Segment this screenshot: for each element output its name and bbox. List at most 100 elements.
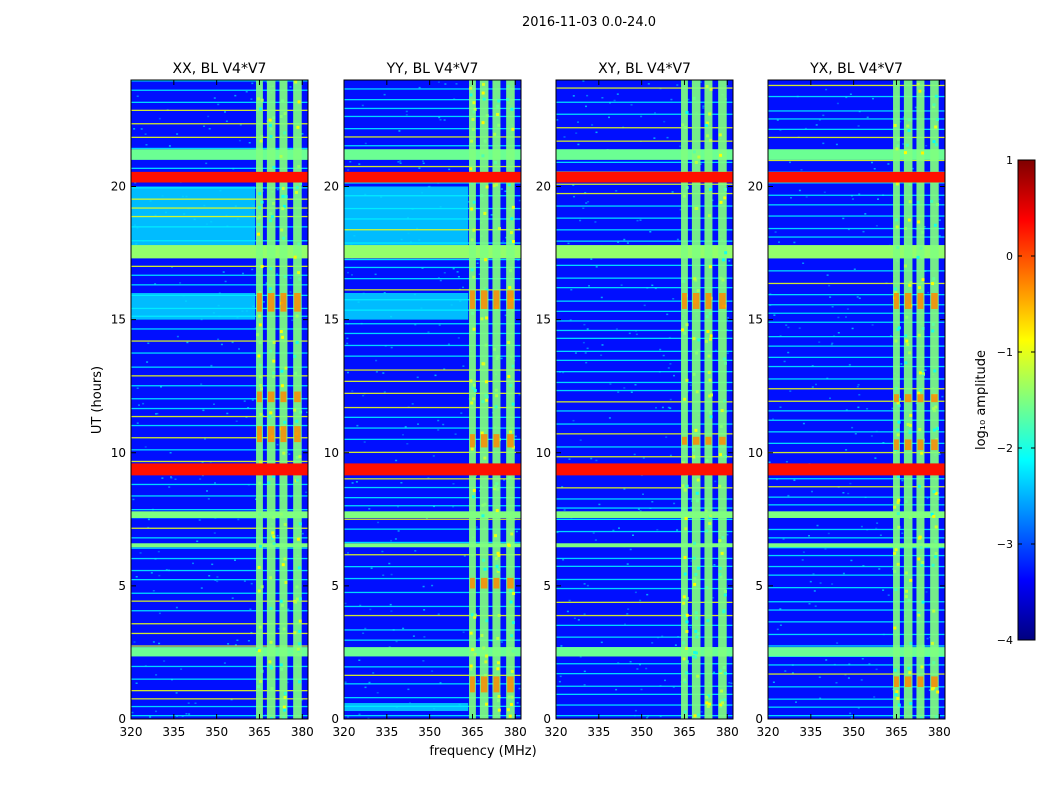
rfi-speckle [257, 565, 261, 569]
time-stripe [556, 673, 733, 675]
noise-speckle [601, 344, 604, 346]
noise-speckle [404, 426, 407, 428]
time-stripe [344, 639, 521, 641]
noise-speckle [556, 119, 559, 121]
noise-speckle [730, 682, 733, 685]
noise-speckle [398, 130, 401, 132]
rfi-speckle [282, 705, 286, 709]
rfi-speckle [894, 218, 898, 222]
noise-speckle [640, 115, 643, 118]
rfi-speckle [904, 227, 908, 231]
noise-speckle [383, 93, 386, 96]
noise-speckle [133, 128, 136, 130]
noise-speckle [518, 393, 521, 396]
time-stripe [556, 601, 733, 603]
time-stripe [768, 388, 945, 390]
panel-title: YY, BL V4*V7 [386, 61, 479, 77]
time-stripe [131, 678, 308, 680]
rfi-speckle [509, 231, 513, 235]
noise-speckle [250, 582, 253, 585]
rfi-speckle [685, 671, 689, 675]
rfi-speckle [470, 401, 474, 405]
noise-speckle [712, 597, 715, 599]
rfi-speckle [694, 160, 698, 164]
noise-speckle [728, 682, 731, 684]
time-stripe [556, 192, 733, 195]
rfi-speckle [258, 205, 262, 209]
time-stripe [344, 666, 521, 668]
noise-speckle [819, 582, 822, 584]
rfi-speckle [685, 378, 689, 382]
noise-speckle [369, 608, 372, 611]
rfi-speckle [908, 351, 912, 355]
noise-speckle [666, 136, 669, 139]
rfi-speckle [485, 395, 489, 399]
noise-speckle [556, 531, 559, 534]
rfi-speckle [919, 716, 923, 719]
rfi-speckle [485, 185, 489, 189]
time-stripe [556, 277, 733, 279]
rfi-hotspot [917, 293, 924, 309]
rfi-speckle [470, 207, 474, 211]
rfi-hotspot [470, 676, 475, 693]
rfi-speckle [695, 499, 699, 503]
time-stripe [131, 665, 308, 668]
time-stripe [768, 356, 945, 358]
rfi-speckle [472, 110, 476, 114]
noise-speckle [813, 590, 816, 592]
noise-speckle [561, 486, 564, 488]
time-stripe [344, 505, 521, 507]
rfi-speckle [893, 626, 897, 630]
noise-speckle [135, 576, 138, 578]
noise-speckle [223, 662, 226, 664]
rfi-speckle [908, 200, 912, 204]
rfi-speckle [685, 323, 689, 327]
rfi-speckle [282, 716, 286, 719]
rfi-speckle [693, 582, 697, 586]
noise-speckle [656, 529, 659, 531]
rfi-speckle [267, 481, 271, 485]
x-tick-label: 335 [799, 725, 822, 739]
rfi-speckle [482, 362, 486, 366]
time-stripe [344, 486, 521, 489]
noise-speckle [902, 143, 905, 145]
time-stripe [131, 89, 308, 91]
rfi-speckle [259, 460, 263, 464]
rfi-speckle [472, 101, 476, 105]
noise-speckle [364, 686, 367, 689]
time-stripe [556, 205, 733, 207]
rfi-speckle [295, 478, 299, 482]
noise-speckle [860, 525, 863, 528]
noise-speckle [815, 124, 818, 126]
rfi-speckle [723, 455, 727, 459]
noise-speckle [849, 482, 852, 485]
rfi-speckle [485, 398, 489, 402]
time-stripe [131, 101, 308, 103]
time-stripe [131, 265, 308, 267]
noise-speckle [375, 371, 378, 373]
noise-speckle [514, 435, 517, 438]
noise-speckle [216, 580, 219, 583]
time-band [131, 511, 308, 518]
y-tick-label: 10 [536, 446, 551, 460]
noise-speckle [646, 716, 649, 719]
noise-speckle [291, 319, 294, 321]
noise-speckle [768, 461, 771, 463]
noise-speckle [216, 576, 219, 578]
noise-speckle [577, 619, 580, 621]
noise-speckle [150, 572, 153, 574]
time-band [344, 543, 521, 548]
rfi-speckle [295, 340, 299, 344]
x-tick-label: 380 [716, 725, 739, 739]
time-stripe [556, 217, 733, 219]
time-stripe [131, 407, 308, 410]
noise-speckle [858, 193, 861, 195]
noise-speckle [586, 347, 589, 350]
rfi-speckle [719, 200, 723, 204]
time-stripe [344, 136, 521, 138]
rfi-speckle [484, 258, 488, 262]
time-stripe [131, 715, 308, 717]
noise-speckle [715, 349, 717, 352]
strong-band [768, 463, 945, 476]
rfi-speckle [484, 343, 488, 347]
